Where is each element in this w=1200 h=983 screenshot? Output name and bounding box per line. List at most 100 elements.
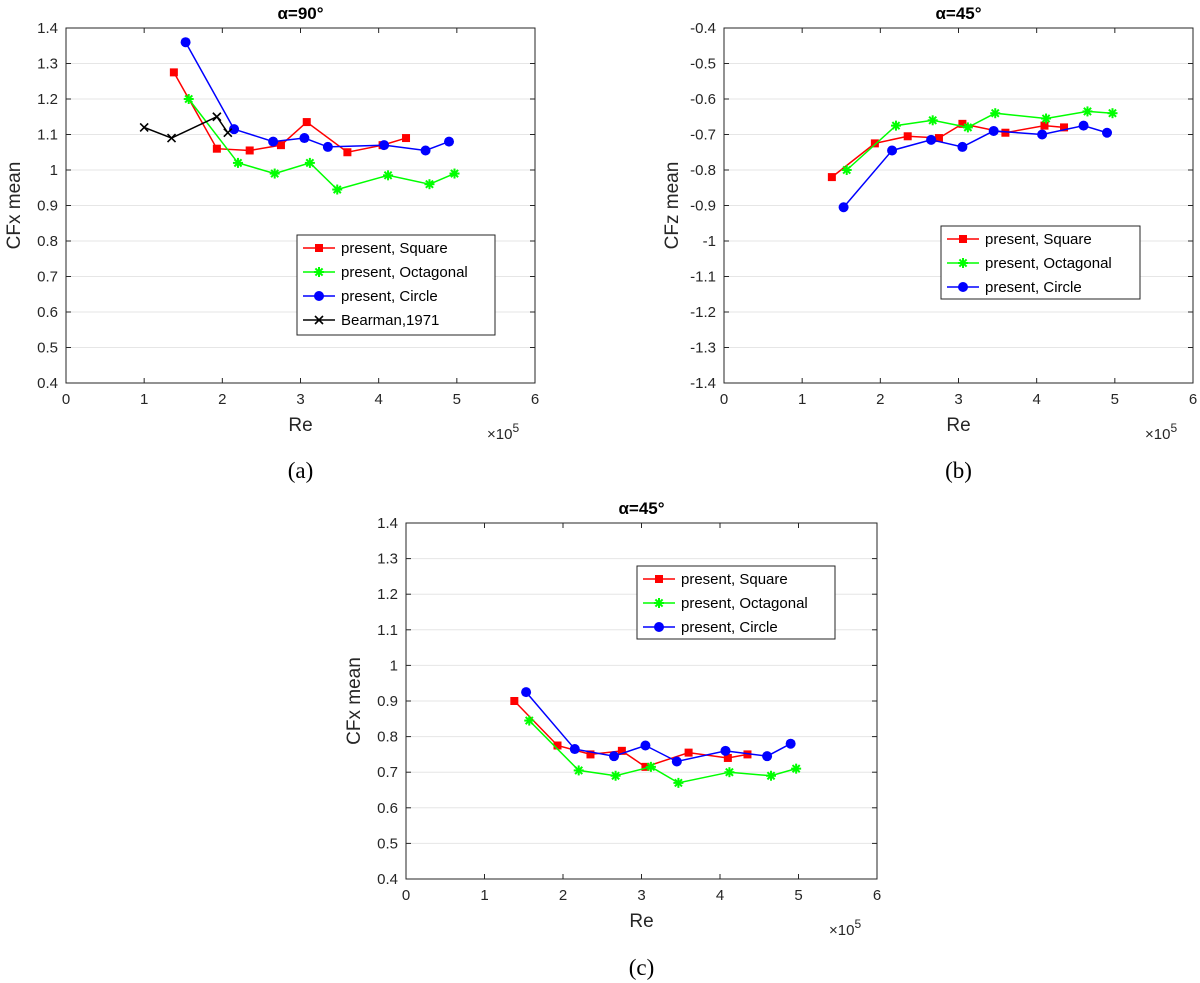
legend: present, Square present, Octagonal present… <box>940 225 1141 300</box>
marker-stroke <box>1108 108 1117 118</box>
marker-stroke <box>166 133 177 143</box>
data-point <box>1102 127 1113 138</box>
legend-marker <box>314 291 324 301</box>
data-point <box>420 145 431 156</box>
x-axis-label: Re <box>288 415 312 436</box>
legend-entry: Bearman,1971 <box>341 312 439 329</box>
data-point <box>766 770 777 781</box>
data-point <box>402 134 411 143</box>
data-point <box>302 118 311 127</box>
data-point <box>444 136 455 147</box>
data-point <box>268 136 279 147</box>
legend-entry: present, Square <box>985 231 1092 248</box>
marker-stroke <box>425 179 434 189</box>
x-tick-label: 2 <box>876 391 884 408</box>
data-point <box>791 763 802 774</box>
marker-stroke <box>524 716 534 725</box>
data-point <box>838 202 849 213</box>
y-tick-label: 0.4 <box>37 375 58 392</box>
chart-panel-a: 0.40.50.60.70.80.911.11.21.31.40 1 2 3 4 5 6α=… <box>4 4 539 483</box>
panel-caption: (a) <box>288 458 314 483</box>
data-point <box>1060 123 1069 132</box>
data-point <box>957 141 968 152</box>
marker-stroke <box>450 169 459 178</box>
y-tick-label: -0.4 <box>690 20 716 37</box>
data-point <box>684 748 693 757</box>
y-tick-label: -0.8 <box>690 162 716 179</box>
data-point <box>299 133 310 144</box>
series-line <box>184 41 450 152</box>
x-axis-label: Re <box>946 415 970 436</box>
data-point <box>827 173 836 182</box>
axes-frame <box>405 522 878 880</box>
axes-frame <box>723 27 1194 384</box>
data-point <box>139 122 149 132</box>
legend-marker <box>654 622 664 632</box>
data-point <box>1040 121 1049 130</box>
marker-stroke <box>184 94 194 104</box>
data-point <box>245 146 254 155</box>
data-point <box>927 115 938 126</box>
data-point <box>903 132 912 141</box>
x-tick-label: 3 <box>296 391 304 408</box>
y-tick-label: 0.5 <box>37 340 58 357</box>
data-point <box>332 184 343 195</box>
panel-caption: (b) <box>945 458 972 483</box>
y-tick-label: -0.9 <box>690 198 716 215</box>
data-point <box>379 140 390 151</box>
y-tick-label: 1.2 <box>37 91 58 108</box>
data-point <box>990 108 1001 119</box>
legend-marker <box>315 244 323 252</box>
legend-entry: present, Octagonal <box>341 264 468 281</box>
x-tick-label: 2 <box>218 391 226 408</box>
legend-marker <box>655 575 663 583</box>
x-multiplier: ×105 <box>487 421 519 443</box>
x-tick-label: 5 <box>453 391 461 408</box>
marker-stroke <box>725 767 734 777</box>
marker-stroke <box>842 165 852 175</box>
x-tick-label: 1 <box>140 391 148 408</box>
data-point <box>926 134 937 145</box>
y-tick-label: 0.9 <box>37 198 58 215</box>
series-line <box>143 115 229 139</box>
data-point <box>645 761 656 772</box>
legend-entry: present, Circle <box>341 288 438 305</box>
data-point <box>841 165 852 175</box>
data-point <box>641 762 650 771</box>
data-point <box>166 133 177 143</box>
data-point <box>569 744 580 755</box>
data-point <box>269 168 280 179</box>
y-tick-label: -1.4 <box>690 375 716 392</box>
data-point <box>521 687 532 698</box>
x-tick-label: 0 <box>720 391 728 408</box>
data-point <box>1078 120 1089 131</box>
data-point <box>640 740 651 751</box>
data-point <box>510 697 519 705</box>
marker-stroke <box>574 766 584 775</box>
x-tick-label: 1 <box>480 887 488 904</box>
y-tick-label: 1.1 <box>377 622 398 639</box>
legend: present, Square present, Octagonal present… <box>636 565 836 640</box>
legend-box <box>296 234 496 336</box>
x-tick-label: 5 <box>1111 391 1119 408</box>
y-tick-label: -0.5 <box>690 56 716 73</box>
data-point <box>762 751 773 762</box>
legend-entry: present, Octagonal <box>985 255 1112 272</box>
series-line <box>831 123 1065 178</box>
y-axis-label: CFz mean <box>662 162 683 250</box>
y-axis-label: CFx mean <box>4 162 25 250</box>
y-tick-label: 0.4 <box>377 871 398 888</box>
x-tick-label: 6 <box>873 887 881 904</box>
x-tick-label: 3 <box>954 391 962 408</box>
data-point <box>870 139 879 148</box>
legend-marker <box>654 598 664 608</box>
marker-stroke <box>674 778 683 788</box>
x-tick-label: 4 <box>716 887 724 904</box>
marker-stroke <box>212 112 222 122</box>
chart-title: α=45° <box>935 4 981 23</box>
marker-stroke <box>891 121 901 130</box>
y-axis-label: CFx mean <box>344 657 365 745</box>
data-point <box>785 738 796 749</box>
data-point <box>524 715 535 726</box>
